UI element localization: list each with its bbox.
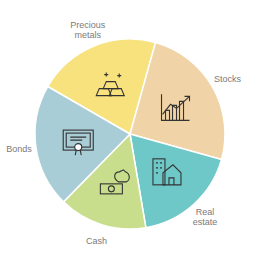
chart: Preciousmetals Stocks Realestate Cash Bonds bbox=[0, 0, 260, 280]
icon-part bbox=[75, 150, 81, 155]
icon-part bbox=[109, 89, 124, 96]
icon-holder bbox=[100, 170, 129, 194]
icon-part bbox=[100, 184, 122, 194]
icon-part bbox=[108, 186, 114, 192]
icon-holder bbox=[63, 130, 93, 155]
icon-part bbox=[162, 94, 190, 120]
icon bbox=[100, 170, 129, 194]
slice-label: Preciousmetals bbox=[70, 20, 106, 40]
icon bbox=[96, 73, 124, 96]
icon-part bbox=[103, 82, 118, 89]
icon-part bbox=[96, 89, 111, 96]
slice-label-line: metals bbox=[74, 30, 101, 40]
slice-label-line: Real bbox=[196, 207, 215, 217]
slice-label-line: Bonds bbox=[6, 144, 32, 154]
slice-label: Stocks bbox=[214, 74, 242, 84]
icon-holder bbox=[162, 94, 190, 120]
icon-holder bbox=[153, 159, 181, 185]
icon-part bbox=[163, 165, 181, 185]
icon-part bbox=[75, 144, 82, 151]
slice-label-line: Precious bbox=[70, 20, 106, 30]
icon-part bbox=[163, 96, 190, 114]
icon-part bbox=[104, 73, 121, 78]
icon bbox=[63, 130, 93, 155]
slice-label: Realestate bbox=[193, 207, 218, 227]
icon-part bbox=[115, 170, 130, 182]
icon bbox=[162, 94, 190, 120]
icon-part bbox=[63, 130, 93, 150]
slice-label-line: Cash bbox=[86, 236, 107, 246]
slice-label: Cash bbox=[86, 236, 107, 246]
pie-slice bbox=[35, 87, 130, 202]
icon-holder bbox=[96, 73, 124, 96]
icon bbox=[153, 159, 181, 185]
pie bbox=[35, 39, 225, 229]
icon-part bbox=[156, 163, 162, 173]
slice-label: Bonds bbox=[6, 144, 32, 154]
slice-label-line: estate bbox=[193, 217, 218, 227]
icon-part bbox=[70, 137, 86, 140]
slice-label-line: Stocks bbox=[214, 74, 242, 84]
